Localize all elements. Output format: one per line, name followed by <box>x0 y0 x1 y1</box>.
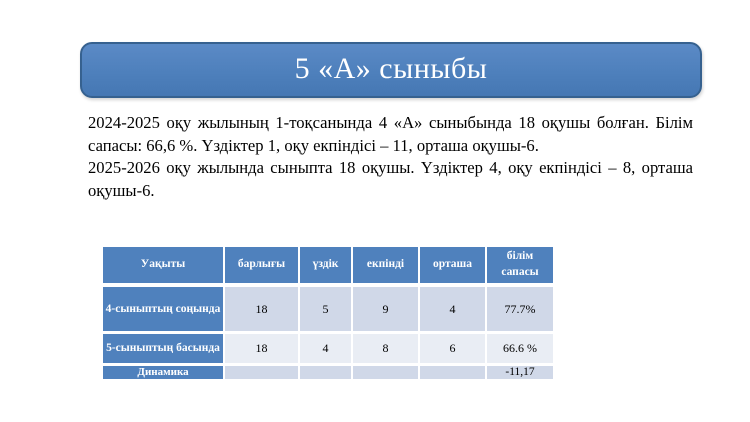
cell-quality: 66.6 % <box>487 334 553 366</box>
cell-total <box>225 366 300 379</box>
cell-total: 18 <box>225 287 300 334</box>
cell-quality: -11,17 <box>487 366 553 379</box>
header-average: орташа <box>420 247 487 287</box>
stats-table: Уақыты барлығы үздік екпінді орташа білі… <box>103 247 553 379</box>
slide-title: 5 «А» сыныбы <box>294 51 488 85</box>
cell-excellent <box>300 366 353 379</box>
cell-average <box>420 366 487 379</box>
cell-good <box>353 366 420 379</box>
header-total: барлығы <box>225 247 300 287</box>
header-excellent: үздік <box>300 247 353 287</box>
cell-excellent: 4 <box>300 334 353 366</box>
header-good: екпінді <box>353 247 420 287</box>
table-header-row: Уақыты барлығы үздік екпінді орташа білі… <box>103 247 553 287</box>
cell-good: 9 <box>353 287 420 334</box>
table-row-grade4-end: 4-сыныптың соңында 18 5 9 4 77.7% <box>103 287 553 334</box>
table-row-dynamics: Динамика -11,17 <box>103 366 553 379</box>
cell-average: 6 <box>420 334 487 366</box>
table-row-grade5-start: 5-сыныптың басында 18 4 8 6 66.6 % <box>103 334 553 366</box>
row-label: Динамика <box>103 366 225 379</box>
cell-excellent: 5 <box>300 287 353 334</box>
row-label: 4-сыныптың соңында <box>103 287 225 334</box>
summary-text: 2024-2025 оқу жылының 1-тоқсанында 4 «А»… <box>88 112 693 202</box>
row-label: 5-сыныптың басында <box>103 334 225 366</box>
cell-good: 8 <box>353 334 420 366</box>
paragraph-2024-2025: 2024-2025 оқу жылының 1-тоқсанында 4 «А»… <box>88 113 693 155</box>
paragraph-2025-2026: 2025-2026 оқу жылында сыныпта 18 оқушы. … <box>88 158 693 200</box>
cell-quality: 77.7% <box>487 287 553 334</box>
header-quality: білім сапасы <box>487 247 553 287</box>
cell-average: 4 <box>420 287 487 334</box>
cell-total: 18 <box>225 334 300 366</box>
title-banner: 5 «А» сыныбы <box>80 42 702 98</box>
header-time: Уақыты <box>103 247 225 287</box>
